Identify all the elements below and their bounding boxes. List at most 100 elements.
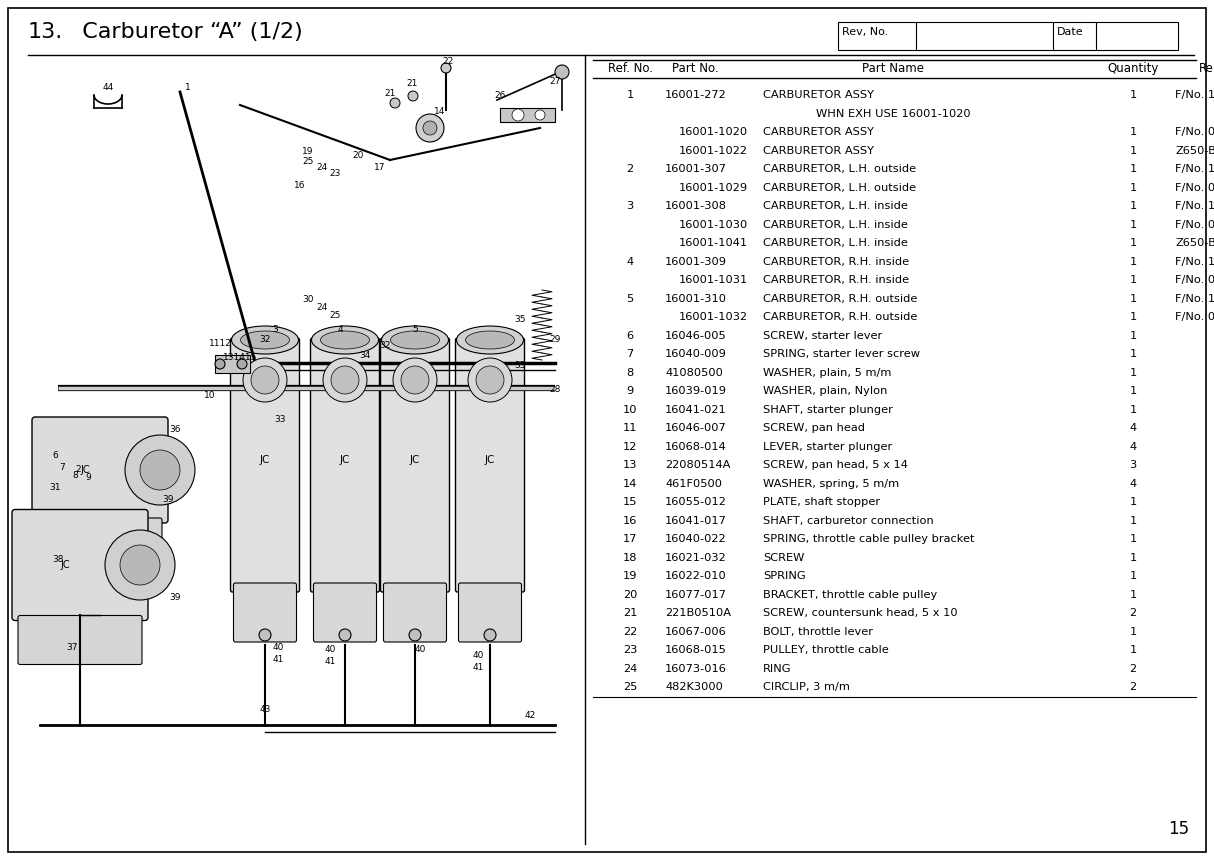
Text: 20: 20 [352, 150, 364, 159]
Text: 16: 16 [623, 516, 637, 525]
FancyBboxPatch shape [311, 338, 380, 592]
Circle shape [476, 366, 504, 394]
Text: 16039-019: 16039-019 [665, 386, 727, 396]
Text: 36: 36 [169, 426, 181, 434]
Circle shape [323, 358, 367, 402]
FancyBboxPatch shape [459, 583, 522, 642]
Text: 37: 37 [67, 643, 78, 653]
Text: 4: 4 [1129, 423, 1136, 433]
Text: 1: 1 [1129, 497, 1136, 507]
Text: Z650-B2: Z650-B2 [1175, 145, 1214, 156]
Text: CARBURETOR ASSY: CARBURETOR ASSY [764, 145, 874, 156]
Text: 16040-022: 16040-022 [665, 534, 727, 544]
Text: 15: 15 [623, 497, 637, 507]
Text: 1: 1 [1129, 405, 1136, 415]
Text: 20: 20 [623, 590, 637, 599]
Text: BOLT, throttle lever: BOLT, throttle lever [764, 627, 873, 636]
Text: 16041-021: 16041-021 [665, 405, 727, 415]
Circle shape [339, 629, 351, 641]
Text: WHN EXH USE 16001-1020: WHN EXH USE 16001-1020 [816, 108, 970, 119]
Text: 41: 41 [272, 655, 284, 665]
Text: RING: RING [764, 664, 792, 673]
Text: 39: 39 [163, 495, 174, 505]
Text: 16068-015: 16068-015 [665, 645, 727, 655]
Text: 41080500: 41080500 [665, 368, 722, 378]
Text: 6: 6 [626, 331, 634, 341]
Text: 27: 27 [549, 77, 561, 87]
Text: 21: 21 [385, 89, 396, 97]
Text: 1: 1 [1129, 516, 1136, 525]
Text: 3: 3 [626, 201, 634, 212]
Text: 4: 4 [626, 257, 634, 267]
Text: 1: 1 [185, 83, 191, 93]
Text: CARBURETOR, L.H. inside: CARBURETOR, L.H. inside [764, 220, 908, 230]
Text: 17: 17 [623, 534, 637, 544]
Text: 16077-017: 16077-017 [665, 590, 727, 599]
Text: 16001-307: 16001-307 [665, 164, 727, 175]
Text: CARBURETOR, R.H. outside: CARBURETOR, R.H. outside [764, 294, 918, 304]
Text: 16001-1020: 16001-1020 [679, 127, 748, 138]
Text: 461F0500: 461F0500 [665, 479, 722, 488]
Bar [500, 108, 555, 122]
Text: 39: 39 [169, 593, 181, 603]
Text: 1: 1 [1129, 645, 1136, 655]
Text: 7: 7 [626, 349, 634, 359]
Text: 13.: 13. [28, 22, 63, 42]
Text: 4: 4 [337, 325, 342, 335]
Text: 1: 1 [1129, 238, 1136, 249]
Text: CARBURETOR, L.H. inside: CARBURETOR, L.H. inside [764, 201, 908, 212]
FancyBboxPatch shape [18, 616, 142, 665]
Text: 12: 12 [623, 442, 637, 452]
Text: 44: 44 [102, 83, 114, 93]
Text: 30: 30 [302, 296, 313, 304]
Text: 16: 16 [294, 181, 306, 189]
Circle shape [484, 629, 497, 641]
Text: 1: 1 [1129, 201, 1136, 212]
Text: 1: 1 [1129, 627, 1136, 636]
Text: 2: 2 [1129, 682, 1136, 692]
Text: 16067-006: 16067-006 [665, 627, 727, 636]
Circle shape [422, 121, 437, 135]
Text: CARBURETOR, L.H. outside: CARBURETOR, L.H. outside [764, 183, 917, 193]
Text: 34: 34 [359, 351, 370, 359]
Text: WASHER, spring, 5 m/m: WASHER, spring, 5 m/m [764, 479, 900, 488]
Text: 11: 11 [623, 423, 637, 433]
Text: 16055-012: 16055-012 [665, 497, 727, 507]
Text: 14: 14 [623, 479, 637, 488]
Text: Part Name: Part Name [862, 62, 924, 75]
Text: 16001-1029: 16001-1029 [679, 183, 748, 193]
Text: 43: 43 [260, 705, 271, 715]
Bar [838, 22, 1178, 50]
Text: 9: 9 [626, 386, 634, 396]
Text: 2: 2 [1129, 608, 1136, 618]
Text: 1: 1 [1129, 257, 1136, 267]
Text: 22080514A: 22080514A [665, 460, 731, 470]
Bar [215, 355, 250, 373]
Text: SPRING, throttle cable pulley bracket: SPRING, throttle cable pulley bracket [764, 534, 975, 544]
Text: JC: JC [340, 455, 350, 465]
Circle shape [416, 114, 444, 142]
Circle shape [401, 366, 429, 394]
Text: Carburetor “A” (1/2): Carburetor “A” (1/2) [68, 22, 302, 42]
Text: 5: 5 [412, 325, 418, 335]
Text: 28: 28 [549, 385, 561, 395]
Text: 1: 1 [1129, 183, 1136, 193]
Text: 2: 2 [75, 465, 81, 475]
Text: 41: 41 [324, 658, 336, 666]
Text: 4: 4 [1129, 442, 1136, 452]
FancyBboxPatch shape [313, 583, 376, 642]
Text: F/No. 016509 ~ 027500: F/No. 016509 ~ 027500 [1175, 220, 1214, 230]
Circle shape [251, 366, 279, 394]
Text: 19: 19 [302, 148, 313, 157]
FancyBboxPatch shape [233, 583, 296, 642]
Text: 6: 6 [52, 451, 58, 459]
Text: 32: 32 [379, 341, 391, 349]
Text: 1: 1 [1129, 145, 1136, 156]
Text: 1: 1 [1129, 386, 1136, 396]
Text: 40: 40 [324, 646, 336, 654]
FancyBboxPatch shape [384, 583, 447, 642]
Text: 23: 23 [623, 645, 637, 655]
Text: 1: 1 [1129, 220, 1136, 230]
Circle shape [409, 629, 421, 641]
FancyBboxPatch shape [380, 338, 449, 592]
